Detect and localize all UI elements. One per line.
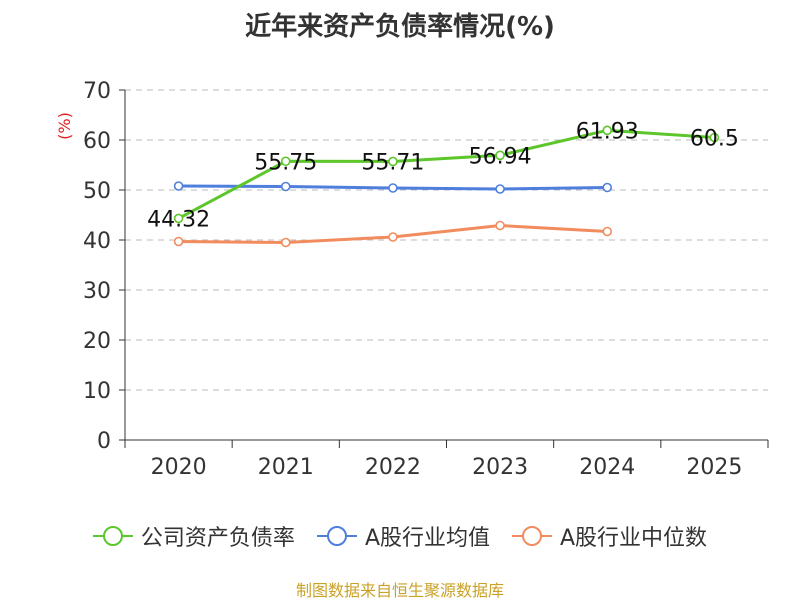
legend-marker bbox=[92, 525, 133, 547]
x-tick-label: 2020 bbox=[151, 455, 207, 480]
data-point bbox=[602, 182, 613, 193]
y-tick-label: 60 bbox=[83, 129, 111, 154]
data-label: 55.75 bbox=[254, 150, 317, 175]
data-point bbox=[495, 184, 505, 194]
data-point bbox=[388, 156, 398, 167]
data-point bbox=[495, 150, 505, 161]
data-label: 61.93 bbox=[576, 119, 639, 144]
y-tick-label: 10 bbox=[83, 379, 111, 404]
data-point bbox=[280, 181, 291, 192]
data-point bbox=[709, 132, 720, 143]
legend-circle bbox=[522, 526, 542, 546]
legend-label: A股行业中位数 bbox=[560, 526, 708, 551]
data-label: 60.5 bbox=[690, 127, 739, 152]
x-tick-label: 2023 bbox=[472, 455, 528, 480]
series-line bbox=[177, 128, 715, 220]
legend-circle bbox=[326, 526, 347, 546]
legend: 公司资产负债率 A股行业均值 A股行业中位数 bbox=[0, 518, 800, 554]
data-label: 44.32 bbox=[147, 207, 210, 232]
legend-label: 公司资产负债率 bbox=[140, 526, 295, 551]
data-point bbox=[173, 236, 184, 247]
data-point bbox=[173, 213, 184, 224]
y-tick-label: 70 bbox=[83, 79, 111, 104]
source-note: 制图数据来自恒生聚源数据库 bbox=[295, 581, 504, 600]
y-tick-label: 0 bbox=[97, 429, 111, 454]
legend-item[interactable]: 公司资产负债率 bbox=[92, 520, 295, 552]
data-point bbox=[602, 226, 613, 237]
legend-item[interactable]: A股行业中位数 bbox=[512, 520, 707, 552]
y-tick-label: 50 bbox=[83, 179, 111, 204]
legend-marker bbox=[316, 525, 357, 547]
x-tick-label: 2022 bbox=[365, 455, 421, 480]
x-tick-label: 2025 bbox=[686, 455, 742, 480]
legend-marker bbox=[512, 525, 552, 547]
data-point bbox=[280, 237, 291, 248]
data-point bbox=[495, 220, 505, 231]
data-point bbox=[280, 156, 291, 167]
chart-title: 近年来资产负债率情况(%) bbox=[245, 12, 555, 42]
data-point bbox=[602, 125, 613, 136]
y-tick-label: 20 bbox=[83, 329, 111, 354]
legend-circle bbox=[102, 526, 123, 546]
data-point bbox=[173, 181, 184, 191]
data-label: 56.94 bbox=[469, 144, 532, 169]
y-tick-label: 30 bbox=[83, 279, 111, 304]
y-axis-label: (%) bbox=[55, 112, 74, 140]
y-tick-label: 40 bbox=[83, 229, 111, 254]
legend-label: A股行业均值 bbox=[364, 526, 490, 551]
data-point bbox=[388, 232, 398, 242]
x-tick-label: 2024 bbox=[579, 455, 635, 480]
data-label: 55.71 bbox=[361, 150, 424, 175]
x-tick-label: 2021 bbox=[258, 455, 314, 480]
data-point bbox=[388, 183, 398, 193]
legend-item[interactable]: A股行业均值 bbox=[316, 520, 490, 552]
